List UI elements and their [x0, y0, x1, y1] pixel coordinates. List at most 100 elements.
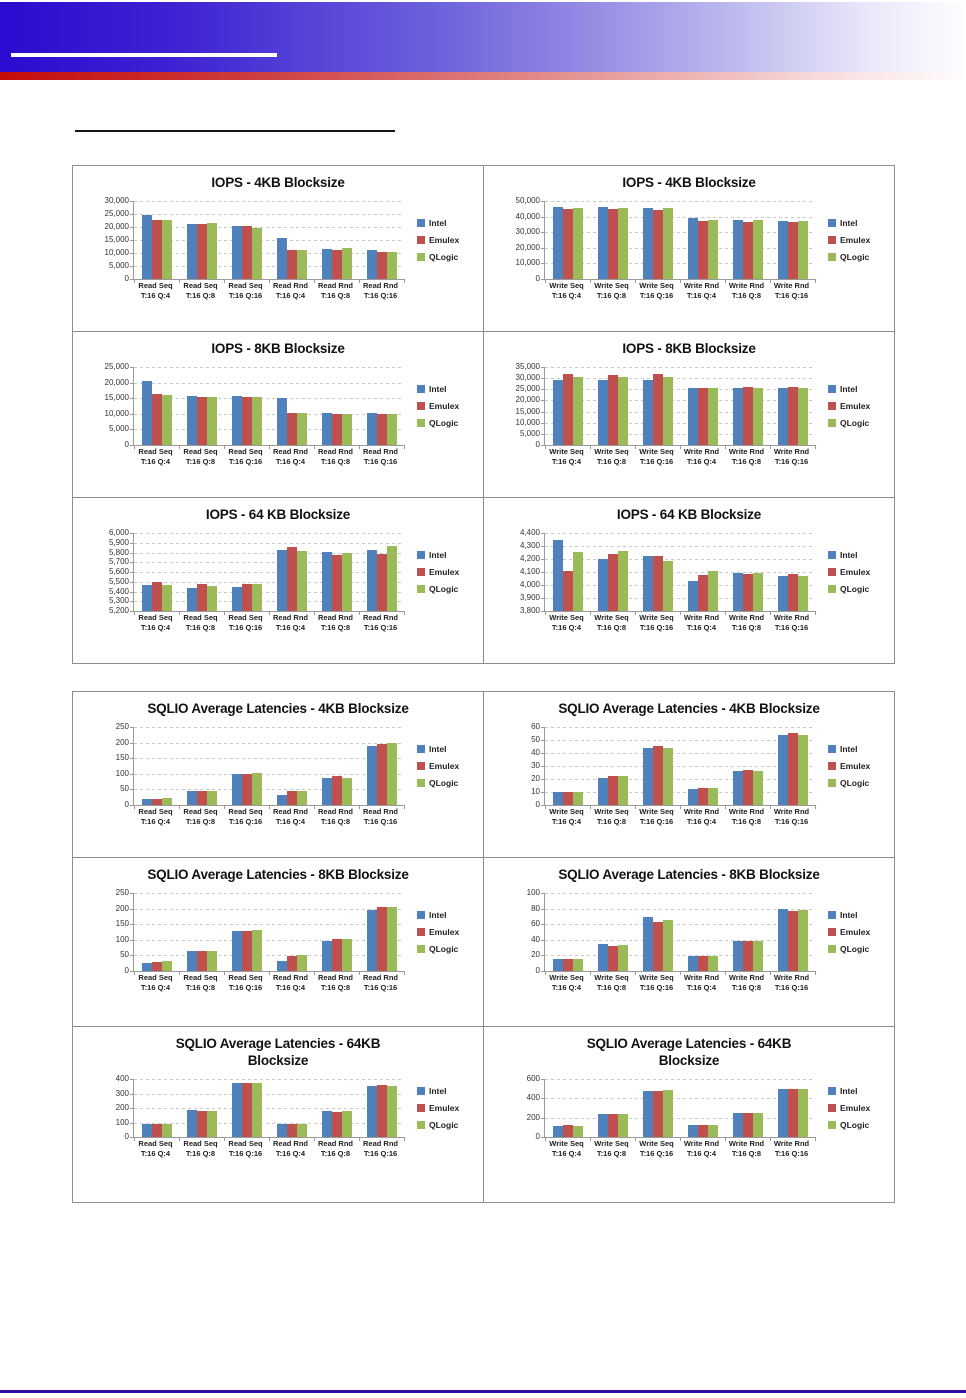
gridline [134, 572, 404, 573]
bar-emulex [607, 209, 618, 279]
legend-label: Intel [840, 909, 858, 920]
x-axis-category-label: Read Seq T:16 Q:8 [183, 807, 218, 826]
legend-marker-icon [828, 567, 836, 576]
bar-qlogic [386, 414, 397, 445]
gridline [134, 1094, 404, 1095]
y-axis-tick [130, 582, 134, 583]
bar-emulex [151, 1124, 162, 1137]
x-axis-category-label: Write Rnd T:16 Q:16 [773, 613, 810, 632]
legend-label: QLogic [429, 583, 459, 594]
y-axis: 0 200 400 600 [498, 1074, 540, 1141]
gridline [134, 414, 404, 415]
gridline [134, 227, 404, 228]
bar-qlogic [386, 907, 397, 971]
y-axis-tick-label: 0 [535, 800, 540, 809]
gridline [545, 740, 815, 741]
x-axis-category-label: Read Seq T:16 Q:8 [183, 281, 218, 300]
chart-title: IOPS - 4KB Blocksize [211, 175, 345, 190]
chart-latency-4kb-write: SQLIO Average Latencies - 4KB Blocksize … [484, 692, 894, 857]
y-axis-tick-label: 0 [124, 274, 129, 283]
y-axis-tick [541, 1098, 545, 1099]
x-axis-category-label: Write Seq T:16 Q:16 [639, 973, 674, 992]
bar-emulex [241, 774, 252, 805]
legend-marker-icon [828, 252, 836, 261]
y-axis-tick-label: 10,000 [104, 248, 129, 257]
x-axis-category-label: Read Rnd T:16 Q:16 [362, 281, 398, 300]
x-axis-category-label: Write Rnd T:16 Q:4 [683, 807, 720, 826]
bar-qlogic [617, 776, 628, 805]
x-axis-category-label: Write Rnd T:16 Q:4 [683, 613, 720, 632]
bar-qlogic [161, 1124, 172, 1137]
bar-emulex [331, 414, 342, 445]
legend-marker-icon [828, 584, 836, 593]
legend-item-emulex: Emulex [417, 231, 483, 248]
bar-qlogic [707, 956, 718, 971]
y-axis-tick [541, 792, 545, 793]
x-axis-category-label: Read Rnd T:16 Q:4 [272, 973, 308, 992]
bar-emulex [286, 791, 297, 805]
y-axis-tick-label: 6,000 [108, 528, 129, 537]
bar-emulex [196, 584, 207, 611]
gridline [134, 266, 404, 267]
legend-marker-icon [417, 401, 425, 410]
y-axis-tick [541, 1118, 545, 1119]
legend-label: Intel [429, 217, 447, 228]
x-axis-category-label: Write Rnd T:16 Q:16 [773, 973, 810, 992]
bar-emulex [697, 221, 708, 279]
y-axis-tick [130, 253, 134, 254]
legend-label: Emulex [429, 234, 460, 245]
x-axis-tick [545, 971, 546, 975]
y-axis-tick [130, 893, 134, 894]
legend-marker-icon [417, 1120, 425, 1129]
bar-emulex [196, 397, 207, 445]
bar-emulex [652, 556, 663, 611]
legend-marker-icon [828, 401, 836, 410]
x-axis-tick [314, 1137, 315, 1141]
legend-label: QLogic [840, 583, 870, 594]
bar-qlogic [797, 221, 808, 279]
x-axis-tick [680, 1137, 681, 1141]
legend-marker-icon [417, 584, 425, 593]
bar-emulex [742, 222, 753, 279]
chart-title: IOPS - 64 KB Blocksize [205, 507, 351, 522]
x-axis-category-label: Read Seq T:16 Q:4 [138, 613, 173, 632]
y-axis-tick [130, 789, 134, 790]
bar-qlogic [251, 773, 262, 805]
bar-qlogic [572, 792, 583, 805]
bar-emulex [376, 414, 387, 445]
legend-item-intel: Intel [417, 740, 483, 757]
bar-intel [777, 1089, 788, 1137]
x-axis-category-label: Write Seq T:16 Q:4 [549, 613, 584, 632]
gridline [545, 909, 815, 910]
y-axis-tick [130, 429, 134, 430]
legend-marker-icon [417, 252, 425, 261]
y-axis-tick-label: 400 [526, 1093, 540, 1102]
bar-intel [321, 413, 332, 445]
legend: Intel Emulex QLogic [417, 380, 483, 431]
x-axis-category-label: Write Seq T:16 Q:4 [549, 1139, 584, 1158]
bar-qlogic [662, 748, 673, 805]
bar-qlogic [617, 1114, 628, 1137]
bar-qlogic [251, 397, 262, 445]
header-banner [0, 2, 966, 72]
bar-qlogic [206, 1111, 217, 1137]
legend-item-qlogic: QLogic [417, 1116, 483, 1133]
bar-qlogic [662, 920, 673, 971]
y-axis-tick [541, 217, 545, 218]
y-axis-tick-label: 100 [526, 888, 540, 897]
bar-qlogic [341, 248, 352, 279]
gridline [134, 253, 404, 254]
x-axis-category-label: Write Rnd T:16 Q:8 [728, 447, 765, 466]
gridline [545, 389, 815, 390]
x-axis-category-label: Write Seq T:16 Q:16 [639, 281, 674, 300]
legend-item-emulex: Emulex [417, 923, 483, 940]
gridline [545, 248, 815, 249]
bar-qlogic [296, 955, 307, 971]
y-axis-tick-label: 30,000 [515, 373, 540, 382]
gridline [545, 201, 815, 202]
x-axis-tick [545, 1137, 546, 1141]
x-axis-tick [269, 1137, 270, 1141]
bar-intel [321, 941, 332, 971]
x-axis-tick [404, 805, 405, 809]
bar-emulex [241, 226, 252, 279]
